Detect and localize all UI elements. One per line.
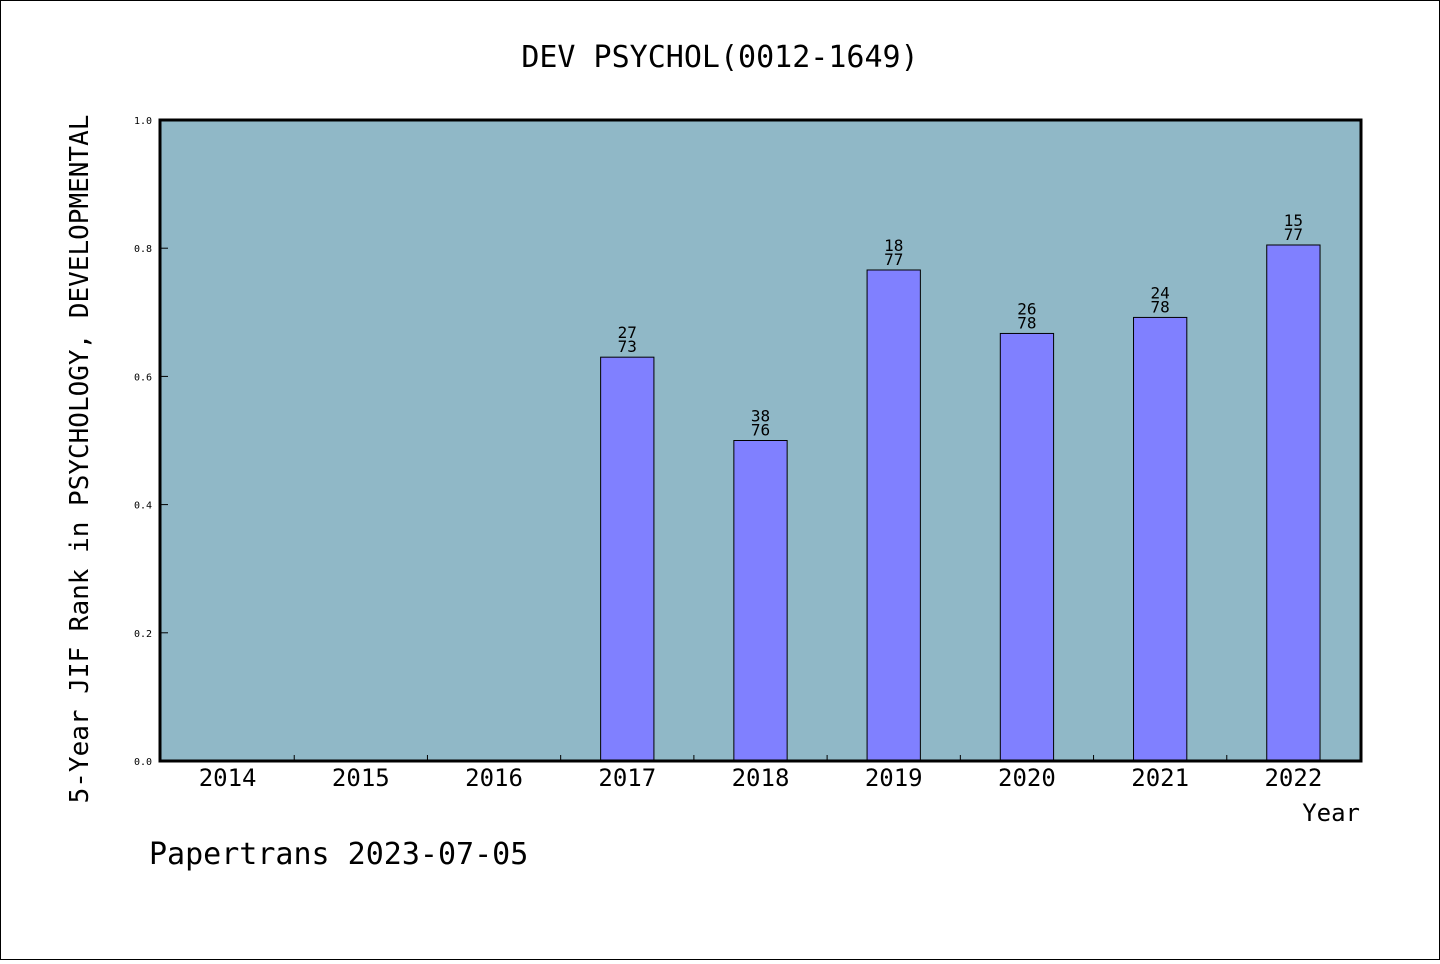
y-tick-label-0.8: 0.8 xyxy=(134,244,152,255)
x-tick-label-2020: 2020 xyxy=(998,764,1056,792)
bar-label-bottom-2022: 77 xyxy=(1284,225,1303,244)
bar-2017 xyxy=(600,356,655,762)
x-tick-label-2019: 2019 xyxy=(865,764,923,792)
y-tick-label-0.2: 0.2 xyxy=(134,629,152,640)
x-tick-label-2018: 2018 xyxy=(732,764,790,792)
bar-2018 xyxy=(733,440,788,762)
bar-label-top-2022: 15 xyxy=(1284,211,1303,230)
chart-title: DEV PSYCHOL(0012-1649) xyxy=(521,40,918,75)
bar-label-top-2017: 27 xyxy=(618,323,637,342)
bar-2021 xyxy=(1133,316,1188,762)
bar-label-bottom-2020: 78 xyxy=(1017,313,1036,332)
bar-label-bottom-2019: 77 xyxy=(884,250,903,269)
bar-2020 xyxy=(999,332,1055,762)
bar-label-bottom-2021: 78 xyxy=(1151,297,1170,316)
bar-2022 xyxy=(1266,244,1321,762)
x-axis-label: Year xyxy=(1302,799,1360,827)
bar-label-top-2020: 26 xyxy=(1017,299,1036,318)
bar-label-top-2019: 18 xyxy=(884,236,903,255)
x-tick-label-2014: 2014 xyxy=(199,764,257,792)
x-tick-label-2022: 2022 xyxy=(1264,764,1322,792)
bar-label-top-2021: 24 xyxy=(1151,283,1170,302)
footer-text: Papertrans 2023-07-05 xyxy=(149,837,528,872)
bar-label-bottom-2017: 73 xyxy=(618,337,637,356)
ticks-group: 2014 2015 2016 2017 2018 2019 2020 2021 2022 0.0 0… xyxy=(134,116,1322,792)
x-tick-label-2021: 2021 xyxy=(1131,764,1189,792)
bar-label-bottom-2018: 76 xyxy=(751,421,770,440)
y-tick-label-0.6: 0.6 xyxy=(134,372,152,383)
y-tick-label-1.0: 1.0 xyxy=(134,116,152,127)
x-tick-label-2016: 2016 xyxy=(465,764,523,792)
x-tick-label-2017: 2017 xyxy=(598,764,656,792)
bar-2019 xyxy=(866,269,921,762)
bar-label-top-2018: 38 xyxy=(751,407,770,426)
x-tick-label-2015: 2015 xyxy=(332,764,390,792)
y-tick-label-0.0: 0.0 xyxy=(134,757,152,768)
y-axis-label: 5-Year JIF Rank in PSYCHOLOGY, DEVELOPME… xyxy=(65,115,95,804)
plot-frame xyxy=(158,118,1363,763)
y-tick-label-0.4: 0.4 xyxy=(134,501,152,512)
